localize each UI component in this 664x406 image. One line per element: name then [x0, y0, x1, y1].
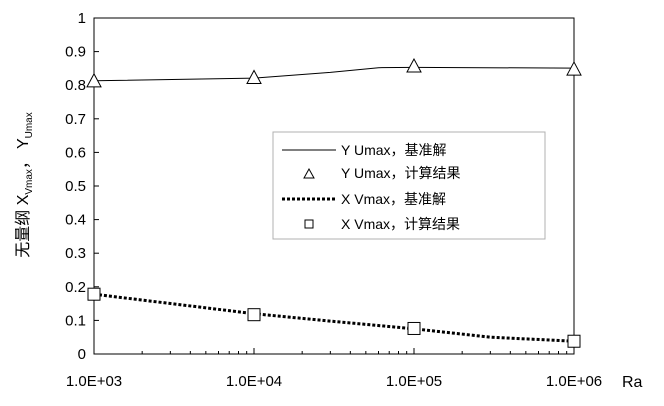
y-axis-title-sep: ， — [15, 153, 32, 169]
series-0 — [93, 66, 575, 82]
y-tick-label: 0.2 — [65, 279, 86, 296]
y-umax-baseline-line — [93, 66, 575, 82]
x-tick-label: 1.0E+03 — [66, 373, 122, 390]
y-tick-label: 1 — [78, 10, 86, 27]
y-tick-label: 0.6 — [65, 144, 86, 161]
y-tick-label: 0.8 — [65, 77, 86, 94]
y-umax-computed-point — [86, 72, 102, 88]
legend-entry-y-umax-computed: Y Umax，计算结果 — [341, 165, 461, 181]
y-axis-title-main-2: Y — [15, 138, 32, 149]
x-tick-label: 1.0E+05 — [386, 373, 442, 390]
series-3 — [87, 287, 581, 348]
legend-entry-x-vmax-baseline: X Vmax，基准解 — [341, 191, 446, 207]
y-axis-title-sub-2: Umax — [24, 112, 35, 138]
y-umax-computed-point — [246, 69, 262, 84]
y-tick-label: 0.9 — [65, 44, 86, 61]
y-tick-label: 0.4 — [65, 212, 86, 229]
y-axis-title-main-1: 无量纲 X — [14, 194, 32, 257]
y-umax-computed-point — [566, 61, 582, 76]
legend-entry-x-vmax-computed: X Vmax，计算结果 — [341, 216, 460, 232]
y-axis: 0 0.1 0.2 0.3 0.4 0.5 0.6 0.7 0.8 0.9 1 — [65, 10, 99, 363]
x-tick-label: 1.0E+06 — [546, 373, 602, 390]
legend: Y Umax，基准解 Y Umax，计算结果 X Vmax，基准解 X Vmax… — [272, 131, 546, 240]
x-axis: 1.0E+03 1.0E+04 1.0E+05 1.0E+06 — [66, 348, 602, 390]
x-vmax-computed-point — [567, 334, 581, 348]
y-tick-label: 0.3 — [65, 245, 86, 262]
y-tick-label: 0 — [78, 346, 86, 363]
legend-entry-y-umax-baseline: Y Umax，基准解 — [341, 142, 447, 158]
y-umax-computed-point — [406, 57, 422, 73]
x-vmax-computed-point — [87, 287, 101, 301]
series-2 — [93, 292, 575, 343]
x-tick-label: 1.0E+04 — [226, 373, 282, 390]
legend-symbol-square — [304, 219, 314, 229]
x-vmax-computed-point — [407, 321, 421, 335]
x-axis-title: Ra — [622, 374, 643, 391]
series-layer — [86, 57, 582, 348]
x-vmax-computed-point — [247, 308, 261, 322]
y-axis-title-sub-1: Vmax — [24, 169, 35, 195]
y-tick-label: 0.1 — [65, 312, 86, 329]
y-axis-title: 无量纲 XVmax， YUmax — [14, 112, 35, 258]
legend-symbol-triangle — [303, 167, 315, 179]
x-vmax-baseline-line — [93, 292, 575, 343]
series-1 — [86, 57, 582, 88]
y-tick-label: 0.5 — [65, 178, 86, 195]
y-tick-label: 0.7 — [65, 111, 86, 128]
